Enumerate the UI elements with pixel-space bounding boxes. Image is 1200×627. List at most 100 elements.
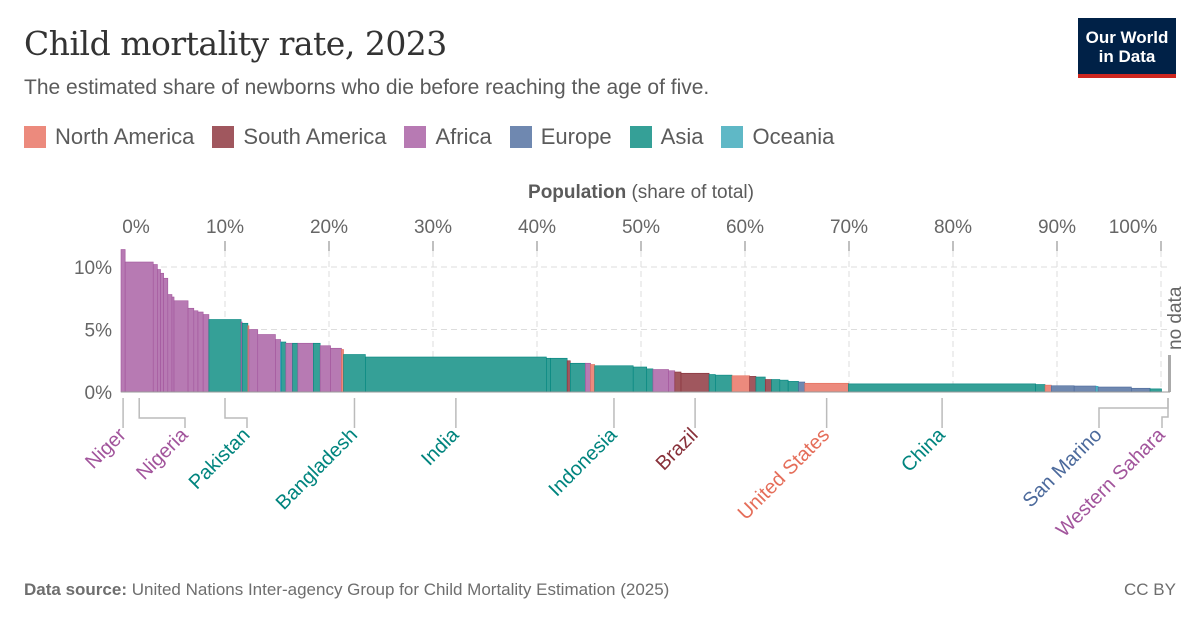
bar-china (848, 383, 1036, 393)
x-tick-label: 70% (830, 217, 868, 238)
bar (798, 381, 806, 393)
bar (1050, 385, 1075, 393)
legend-swatch (509, 126, 532, 148)
bar (167, 294, 173, 393)
bar (715, 374, 733, 393)
bar-india (365, 356, 547, 393)
bar (319, 345, 331, 393)
bar (197, 311, 204, 393)
data-source-text[interactable]: United Nations Inter-agency Group for Ch… (131, 580, 670, 599)
x-axis-title-bold: Population (528, 182, 627, 203)
bar (173, 300, 189, 393)
x-tick-label: 50% (622, 217, 660, 238)
bar (569, 362, 586, 393)
legend-swatch (721, 126, 744, 148)
bar (152, 264, 158, 393)
legend-label: Europe (540, 124, 612, 149)
x-tick-label: 80% (934, 217, 972, 238)
legend-swatch (212, 126, 235, 148)
country-label-united-states: United States (734, 424, 834, 524)
country-label-indonesia: Indonesia (545, 423, 623, 501)
bar (341, 349, 344, 393)
bar (313, 342, 321, 393)
legend-item-asia[interactable]: Asia (629, 124, 704, 150)
legend-item-africa[interactable]: Africa (404, 124, 492, 150)
country-label-brazil: Brazil (652, 424, 703, 475)
bar (248, 329, 259, 393)
bar-indonesia (594, 365, 634, 393)
bar (787, 381, 799, 393)
logo-line-1: Our World (1085, 28, 1169, 47)
bar (590, 364, 596, 393)
legend-item-north-america[interactable]: North America (24, 124, 194, 150)
label-leader-line (1161, 398, 1169, 428)
bar (171, 296, 175, 393)
logo-line-2: in Data (1098, 47, 1156, 66)
bar (668, 370, 676, 393)
legend-swatch (629, 126, 652, 148)
no-data-label: no data (1165, 286, 1186, 350)
country-label-india: India (417, 423, 464, 470)
country-label-china: China (897, 423, 950, 476)
no-data-bar (1168, 355, 1171, 392)
bar (1073, 385, 1097, 393)
x-tick-label: 90% (1038, 217, 1076, 238)
country-label-bangladesh: Bangladesh (272, 424, 362, 514)
bar (241, 322, 249, 393)
bar (193, 310, 199, 393)
bar (566, 360, 571, 393)
bar (281, 341, 287, 393)
bar (771, 379, 781, 393)
legend-item-europe[interactable]: Europe (509, 124, 612, 150)
bar (163, 277, 169, 393)
y-tick-label: 10% (74, 258, 112, 279)
bar (187, 307, 195, 393)
bar (257, 334, 276, 393)
x-tick-label: 20% (310, 217, 348, 238)
bar (708, 374, 716, 393)
bar (646, 368, 654, 393)
bar (160, 272, 164, 393)
legend: North America South America Africa Europ… (24, 124, 852, 150)
owid-logo[interactable]: Our World in Data (1078, 18, 1176, 78)
bar (1044, 384, 1052, 393)
bar (297, 342, 314, 393)
bar-niger (120, 249, 126, 393)
label-leader-line (224, 398, 248, 428)
x-tick-label: 10% (206, 217, 244, 238)
label-leader-line (1098, 398, 1169, 428)
chart-subtitle: The estimated share of newborns who die … (24, 76, 710, 99)
logo-accent-bar (1078, 74, 1176, 78)
bar (292, 342, 299, 393)
legend-label: Africa (435, 124, 492, 149)
bar (764, 379, 772, 393)
y-tick-label: 0% (85, 383, 113, 404)
legend-item-south-america[interactable]: South America (212, 124, 386, 150)
y-tick-label: 5% (85, 321, 113, 342)
x-tick-label: 40% (518, 217, 556, 238)
x-axis-title-rest: (share of total) (631, 182, 754, 203)
license[interactable]: CC BY (1124, 580, 1176, 599)
bar (1097, 386, 1132, 393)
legend-label: Asia (660, 124, 704, 149)
bar (731, 375, 750, 393)
bar-nigeria (124, 261, 154, 393)
x-tick-label: 100% (1109, 217, 1158, 238)
bar (779, 379, 789, 393)
bar (755, 376, 766, 393)
legend-item-oceania[interactable]: Oceania (721, 124, 834, 150)
data-source: Data source: United Nations Inter-agency… (24, 580, 669, 600)
bar (330, 347, 342, 393)
bar (674, 371, 682, 393)
bar (550, 357, 568, 393)
bar (202, 314, 210, 393)
legend-swatch (24, 126, 46, 148)
bar (1035, 384, 1046, 393)
x-tick-label: 30% (414, 217, 452, 238)
bar-brazil (680, 372, 710, 393)
chart-title: Child mortality rate, 2023 (24, 24, 447, 63)
data-source-label: Data source: (24, 580, 127, 599)
country-label-pakistan: Pakistan (185, 424, 255, 494)
country-label-nigeria: Nigeria (132, 423, 193, 484)
